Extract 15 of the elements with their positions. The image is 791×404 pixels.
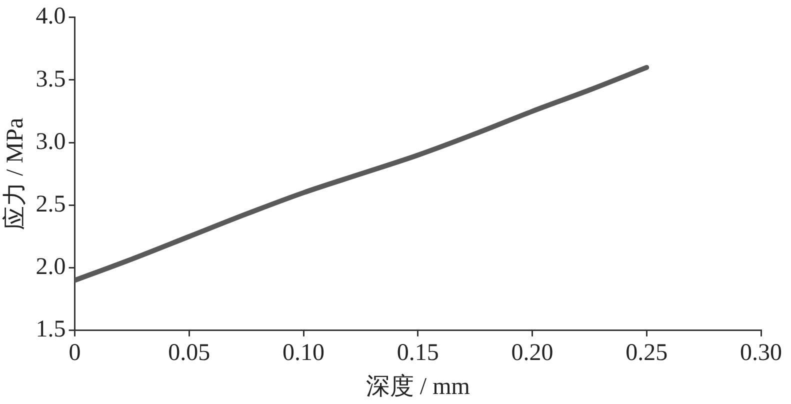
x-tick-label: 0: [68, 340, 81, 366]
y-axis-title: 应力 / MPa: [2, 118, 29, 230]
x-axis-title: 深度 / mm: [366, 372, 470, 400]
x-tick-label: 0.05: [168, 340, 210, 366]
x-tick-label: 0.15: [396, 340, 439, 366]
y-tick-label: 3.5: [36, 66, 66, 92]
y-tick-label: 4.0: [36, 4, 66, 30]
y-tick-label: 2.0: [36, 254, 66, 280]
x-tick-label: 0.30: [740, 340, 782, 366]
y-tick-label: 3.0: [36, 128, 66, 155]
y-tick-label: 2.5: [36, 191, 66, 218]
y-tick-label: 1.5: [36, 316, 66, 343]
x-tick-label: 0.25: [626, 340, 668, 366]
x-tick-label: 0.20: [511, 340, 554, 366]
x-tick-label: 0.10: [282, 340, 325, 366]
